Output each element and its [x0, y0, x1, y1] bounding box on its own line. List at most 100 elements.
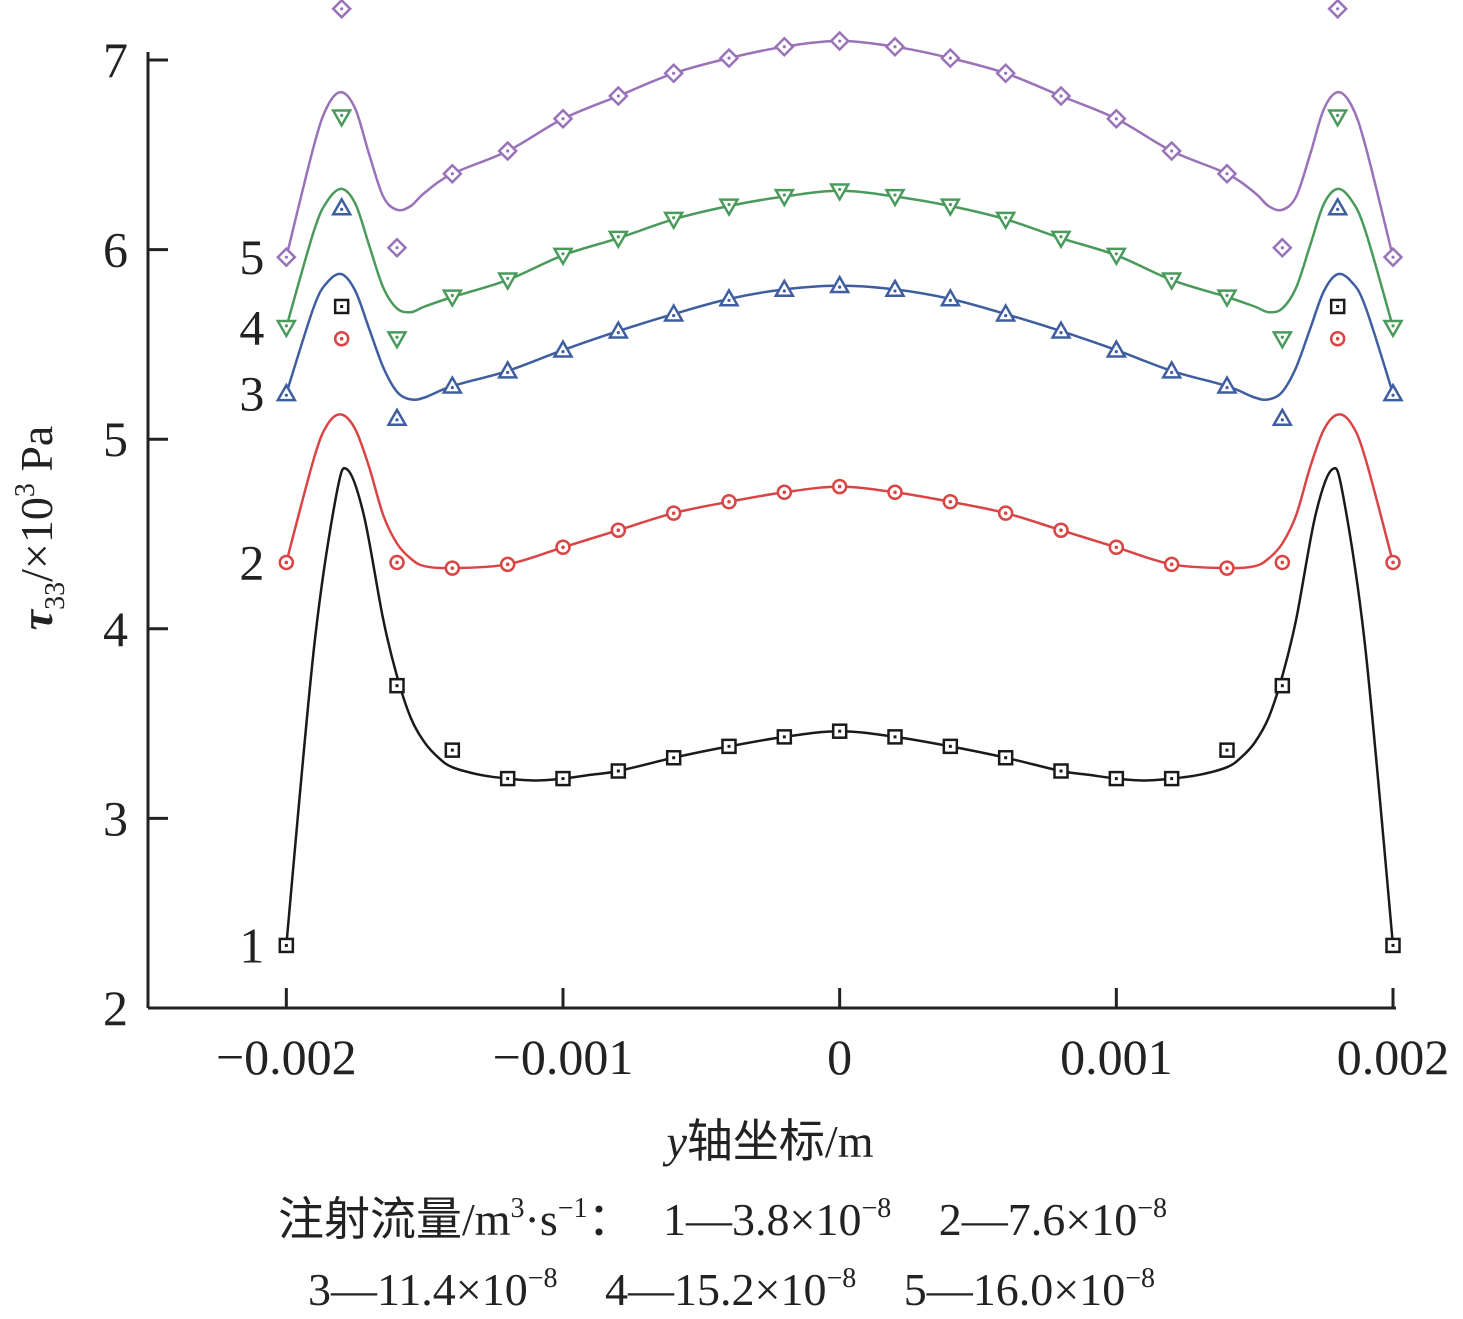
series-4-point-dot	[340, 113, 344, 117]
legend-entry-1: 1—3.8×10−8	[663, 1193, 892, 1245]
series-4-point-dot	[284, 324, 288, 328]
series-5-point-dot	[1114, 117, 1118, 121]
series-5-point-dot	[782, 45, 786, 49]
legend-entry-4: 4—15.2×10−8	[605, 1263, 857, 1315]
series-1-point-dot	[1391, 943, 1395, 947]
y-tick-label: 5	[103, 411, 128, 467]
series-2-point-dot	[1003, 511, 1008, 515]
series-4-point	[497, 272, 519, 291]
series-3-point-dot	[1336, 207, 1340, 211]
curve-labels: 1 2 3 4 5	[239, 229, 264, 973]
series-5-point-dot	[727, 56, 731, 60]
series-3-point	[995, 303, 1017, 322]
series-3-point-dot	[672, 313, 676, 318]
series-3-point-dot	[450, 386, 454, 390]
series-3-point	[663, 303, 685, 322]
legend-title: 注射流量/m3·s−1：	[277, 1193, 634, 1245]
series-5-point-dot	[1336, 7, 1340, 11]
series-3-point	[939, 287, 961, 307]
series-2-point-dot	[1059, 528, 1063, 533]
series-4-point-dot	[1280, 335, 1284, 339]
series-1-point-dot	[450, 748, 454, 752]
series-3-point	[1050, 320, 1072, 339]
series-4-point-dot	[1391, 324, 1395, 328]
series-4-point-dot	[948, 202, 952, 207]
series-1-point-dot	[1059, 769, 1063, 773]
series-4-point-dot	[506, 276, 510, 281]
x-axis-title-variable: y	[663, 1116, 688, 1167]
series-4-point	[1216, 289, 1238, 309]
series-1-point-dot	[1336, 304, 1340, 308]
series-3-point-dot	[838, 285, 842, 289]
series-4-point-dot	[450, 293, 454, 298]
series-3-point	[773, 278, 795, 298]
series-2-point-dot	[671, 511, 676, 515]
series-3-point	[497, 359, 519, 379]
curve-label-1: 1	[239, 917, 264, 973]
series-1-point-dot	[340, 304, 344, 308]
series-3-point-dot	[1059, 331, 1063, 335]
series-1-point-dot	[948, 744, 952, 748]
series-3-point-dot	[1170, 370, 1174, 375]
series-4-point-dot	[561, 252, 565, 256]
curve-label-5: 5	[239, 229, 264, 285]
series-4-point-dot	[672, 216, 676, 220]
series-3-point	[884, 278, 906, 298]
series-3-point	[607, 320, 629, 339]
x-tick-label: 0	[827, 1029, 852, 1085]
series-1-point-dot	[727, 744, 731, 748]
series-3-point	[275, 382, 297, 402]
chart-plot: −0.002 −0.001 0 0.001 0.002 2 3 4 5 6 7 1 2 3 4 5 τ33/…	[10, 0, 1449, 1167]
series-4-point	[995, 211, 1017, 231]
series-2-point-dot	[505, 562, 510, 567]
series-4-point-dot	[616, 235, 620, 239]
series-4-point	[552, 247, 574, 267]
series-4-point	[939, 198, 961, 218]
series-3-point-dot	[1225, 386, 1229, 390]
series-2-point-dot	[450, 566, 455, 570]
series-2-point-dot	[1225, 566, 1229, 570]
series-3-point-dot	[1114, 349, 1118, 354]
svg-text:y轴坐标/m: y轴坐标/m	[663, 1116, 874, 1167]
series-3-point	[1216, 375, 1238, 394]
series-3-point-dot	[1391, 393, 1395, 397]
series-3-point	[1327, 196, 1349, 216]
series-4-point-dot	[1170, 276, 1174, 281]
series-3-point	[1161, 359, 1183, 379]
series-2-point-dot	[1335, 336, 1340, 341]
curve-label-2: 2	[239, 534, 264, 590]
series-5-point-dot	[450, 172, 454, 176]
x-tick-label: 0.002	[1337, 1029, 1450, 1085]
series-4-point	[275, 319, 297, 339]
series-3-point-dot	[727, 298, 731, 302]
legend-entry-5: 5—16.0×10−8	[903, 1263, 1156, 1315]
series-5-point-dot	[1225, 172, 1229, 176]
series-4-point	[607, 230, 629, 250]
series-3-point-dot	[616, 331, 620, 335]
series-4-point-dot	[1004, 216, 1008, 220]
series-2-point-dot	[339, 336, 344, 341]
series-4-point	[884, 188, 906, 208]
series-5-point-dot	[561, 117, 565, 121]
series-4-point-dot	[1059, 235, 1063, 239]
axes: −0.002 −0.001 0 0.001 0.002 2 3 4 5 6 7	[103, 32, 1449, 1085]
series-1-point-dot	[395, 684, 399, 688]
series-3-point	[331, 196, 353, 216]
series-5-point-dot	[1059, 94, 1063, 98]
series-1-point-dot	[1170, 777, 1174, 781]
series-4-point-dot	[1114, 252, 1118, 256]
series-4-point-dot	[893, 193, 897, 197]
series-3-point-dot	[284, 393, 288, 397]
x-tick-label: 0.001	[1060, 1029, 1173, 1085]
y-tick-label: 3	[103, 790, 128, 846]
series-3-point-dot	[1280, 418, 1284, 422]
series-1-point-dot	[672, 756, 676, 760]
series-5-point-dot	[395, 246, 399, 250]
series-3-point	[441, 375, 463, 394]
legend-row-2: 3—11.4×10−8 4—15.2×10−8 5—16.0×10−8	[0, 1265, 1463, 1313]
series-4-point-dot	[782, 193, 786, 197]
series-2-point-dot	[727, 499, 731, 504]
series-4-point-dot	[727, 202, 731, 207]
series-4-point-dot	[395, 335, 399, 339]
series-3-point-dot	[561, 349, 565, 354]
